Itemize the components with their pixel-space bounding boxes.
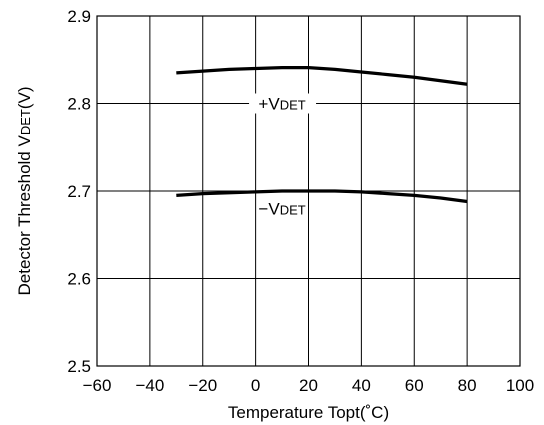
series-label-main: +V <box>258 95 280 114</box>
y-axis-label-unit: (V) <box>15 87 34 110</box>
series-label-main: −V <box>258 200 280 219</box>
y-tick-label: 2.6 <box>67 270 91 289</box>
y-tick-label: 2.5 <box>67 357 91 376</box>
y-axis-label-sub: DET <box>18 109 33 135</box>
series-label-minus-vdet: −VDET <box>258 200 305 219</box>
x-tick-label: 40 <box>352 376 371 395</box>
x-tick-label: 0 <box>251 376 260 395</box>
y-tick-labels: 2.5 2.6 2.7 2.8 2.9 <box>67 7 91 376</box>
plot-frame <box>96 15 521 367</box>
series-label-sub: DET <box>280 98 306 113</box>
x-tick-label: 20 <box>299 376 318 395</box>
y-tick-label: 2.7 <box>67 182 91 201</box>
y-tick-label: 2.9 <box>67 7 91 26</box>
x-tick-label: −40 <box>135 376 164 395</box>
series-label-plus-vdet: +VDET <box>258 95 305 114</box>
series-labels: +VDET−VDET <box>249 93 317 219</box>
x-tick-label: 60 <box>405 376 424 395</box>
x-axis-label: Temperature Topt(˚C) <box>228 403 389 422</box>
x-tick-label: −60 <box>83 376 112 395</box>
x-tick-labels: −60 −40 −20 0 20 40 60 80 100 <box>83 376 535 395</box>
series-line-minus-vdet <box>176 189 468 204</box>
series-label-sub: DET <box>280 203 306 218</box>
y-axis-label: Detector Threshold VDET(V) <box>15 87 34 296</box>
x-tick-label: −20 <box>188 376 217 395</box>
series-label-background <box>249 93 317 114</box>
y-axis-label-main: Detector Threshold V <box>15 135 34 296</box>
series-lines <box>176 66 468 204</box>
x-tick-label: 80 <box>458 376 477 395</box>
series-line-plus-vdet <box>176 66 468 86</box>
y-tick-label: 2.8 <box>67 95 91 114</box>
x-tick-label: 100 <box>506 376 534 395</box>
